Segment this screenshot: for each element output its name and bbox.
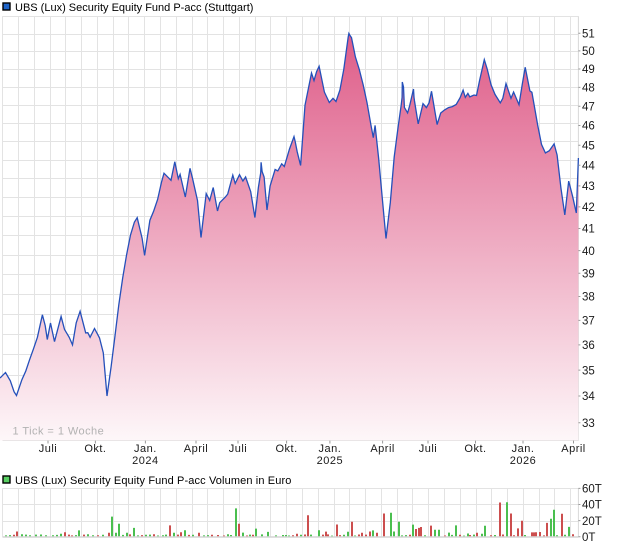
svg-text:49: 49	[582, 64, 595, 76]
svg-text:36: 36	[582, 340, 595, 352]
svg-text:Okt.: Okt.	[276, 443, 298, 455]
svg-text:2025: 2025	[317, 455, 343, 467]
svg-text:UBS (Lux) Security Equity Fund: UBS (Lux) Security Equity Fund P-acc (St…	[15, 2, 253, 14]
svg-text:2024: 2024	[132, 455, 158, 467]
svg-text:38: 38	[582, 292, 595, 304]
svg-text:40T: 40T	[582, 500, 602, 512]
svg-text:51: 51	[582, 28, 595, 40]
svg-text:April: April	[184, 443, 209, 455]
svg-text:Okt.: Okt.	[464, 443, 486, 455]
svg-text:34: 34	[582, 391, 595, 403]
svg-text:Okt.: Okt.	[84, 443, 106, 455]
svg-text:50: 50	[582, 46, 595, 58]
svg-text:Jan.: Jan.	[319, 443, 342, 455]
svg-text:Juli: Juli	[419, 443, 438, 455]
svg-text:35: 35	[582, 365, 595, 377]
svg-text:2026: 2026	[510, 455, 536, 467]
svg-text:42: 42	[582, 202, 595, 214]
svg-text:43: 43	[582, 181, 595, 193]
svg-text:UBS (Lux) Security Equity Fund: UBS (Lux) Security Equity Fund P-acc Vol…	[15, 475, 291, 487]
svg-text:40: 40	[582, 246, 595, 258]
svg-text:April: April	[370, 443, 395, 455]
svg-text:0T: 0T	[582, 532, 595, 544]
svg-text:41: 41	[582, 224, 595, 236]
svg-text:47: 47	[582, 102, 595, 114]
svg-text:60T: 60T	[582, 484, 602, 496]
svg-text:1 Tick = 1 Woche: 1 Tick = 1 Woche	[13, 426, 105, 438]
svg-text:Jan.: Jan.	[134, 443, 157, 455]
svg-text:Juli: Juli	[39, 443, 58, 455]
svg-text:44: 44	[582, 161, 595, 173]
svg-text:48: 48	[582, 83, 595, 95]
svg-text:Jan.: Jan.	[512, 443, 535, 455]
svg-text:45: 45	[582, 140, 595, 152]
svg-text:April: April	[561, 443, 586, 455]
svg-text:33: 33	[582, 418, 595, 430]
svg-text:Juli: Juli	[229, 443, 248, 455]
svg-text:37: 37	[582, 316, 595, 328]
svg-text:39: 39	[582, 268, 595, 280]
svg-text:46: 46	[582, 121, 595, 133]
svg-text:20T: 20T	[582, 516, 602, 528]
